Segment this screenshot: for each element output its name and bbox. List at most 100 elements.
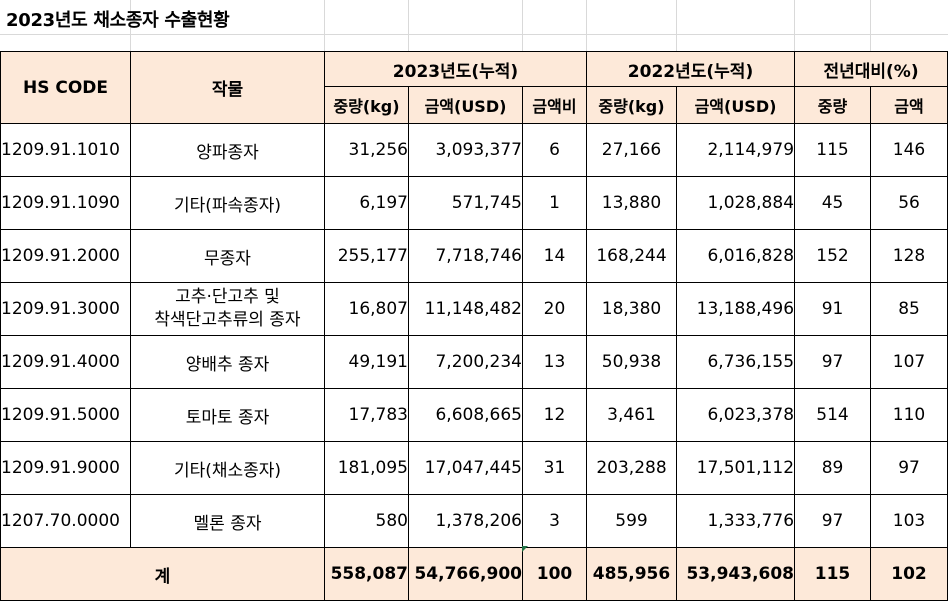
amount-2022-cell[interactable]: 6,023,378 [675, 388, 796, 442]
gridline [586, 0, 587, 52]
weight-2022-cell[interactable]: 168,244 [586, 229, 677, 283]
yoy-amount-cell[interactable]: 103 [870, 494, 948, 548]
header-yoy-amount[interactable]: 금액 [870, 86, 948, 124]
table-row: 1209.91.1090 기타(파속종자) 6,197 571,745 1 13… [0, 176, 948, 230]
weight-2023-cell[interactable]: 580 [324, 494, 409, 548]
total-ratio[interactable]: 100 [522, 547, 587, 601]
amount-2022-cell[interactable]: 1,028,884 [675, 176, 796, 230]
amount-2022-cell[interactable]: 13,188,496 [675, 282, 796, 336]
ratio-cell[interactable]: 13 [522, 335, 587, 389]
hs-code-cell[interactable]: 1209.91.9000 [0, 441, 131, 495]
amount-2023-cell[interactable]: 571,745 [408, 176, 523, 230]
weight-2022-cell[interactable]: 18,380 [586, 282, 677, 336]
gridline [324, 0, 325, 52]
weight-2023-cell[interactable]: 49,191 [324, 335, 409, 389]
weight-2022-cell[interactable]: 50,938 [586, 335, 677, 389]
weight-2022-cell[interactable]: 3,461 [586, 388, 677, 442]
ratio-cell[interactable]: 12 [522, 388, 587, 442]
amount-2023-cell[interactable]: 11,148,482 [408, 282, 523, 336]
weight-2022-cell[interactable]: 27,166 [586, 123, 677, 177]
sheet-title[interactable]: 2023년도 채소종자 수출현황 [6, 10, 230, 31]
yoy-amount-cell[interactable]: 128 [870, 229, 948, 283]
header-amount-ratio[interactable]: 금액비 [522, 86, 587, 124]
table-row: 1207.70.0000 멜론 종자 580 1,378,206 3 599 1… [0, 494, 948, 548]
header-group-2022[interactable]: 2022년도(누적) [585, 51, 796, 87]
yoy-weight-cell[interactable]: 514 [794, 388, 872, 442]
yoy-weight-cell[interactable]: 89 [794, 441, 872, 495]
crop-cell[interactable]: 양배추 종자 [130, 335, 325, 389]
weight-2023-cell[interactable]: 255,177 [324, 229, 409, 283]
amount-2022-cell[interactable]: 17,501,112 [675, 441, 796, 495]
crop-cell[interactable]: 고추·단고추 및 착색단고추류의 종자 [130, 282, 325, 336]
weight-2023-cell[interactable]: 6,197 [324, 176, 409, 230]
hs-code-cell[interactable]: 1209.91.4000 [0, 335, 131, 389]
total-weight-2022[interactable]: 485,956 [586, 547, 677, 601]
crop-cell[interactable]: 멜론 종자 [130, 494, 325, 548]
weight-2023-cell[interactable]: 31,256 [324, 123, 409, 177]
total-label[interactable]: 계 [0, 547, 325, 601]
hs-code-cell[interactable]: 1209.91.1010 [0, 123, 131, 177]
total-yoy-weight[interactable]: 115 [794, 547, 872, 601]
crop-cell[interactable]: 기타(채소종자) [130, 441, 325, 495]
yoy-weight-cell[interactable]: 45 [794, 176, 872, 230]
ratio-cell[interactable]: 20 [522, 282, 587, 336]
yoy-amount-cell[interactable]: 107 [870, 335, 948, 389]
amount-2023-cell[interactable]: 7,718,746 [408, 229, 523, 283]
yoy-weight-cell[interactable]: 91 [794, 282, 872, 336]
crop-cell[interactable]: 기타(파속종자) [130, 176, 325, 230]
hs-code-cell[interactable]: 1207.70.0000 [0, 494, 131, 548]
amount-2022-cell[interactable]: 6,016,828 [675, 229, 796, 283]
weight-2022-cell[interactable]: 203,288 [586, 441, 677, 495]
crop-cell[interactable]: 무종자 [130, 229, 325, 283]
ratio-cell[interactable]: 14 [522, 229, 587, 283]
header-group-yoy[interactable]: 전년대비(%) [794, 51, 948, 87]
weight-2023-cell[interactable]: 17,783 [324, 388, 409, 442]
weight-2023-cell[interactable]: 181,095 [324, 441, 409, 495]
header-group-2023[interactable]: 2023년도(누적) [324, 51, 587, 87]
yoy-amount-cell[interactable]: 146 [870, 123, 948, 177]
yoy-weight-cell[interactable]: 97 [794, 335, 872, 389]
amount-2023-cell[interactable]: 6,608,665 [408, 388, 523, 442]
header-amount-2022[interactable]: 금액(USD) [675, 86, 796, 124]
yoy-amount-cell[interactable]: 110 [870, 388, 948, 442]
weight-2022-cell[interactable]: 13,880 [586, 176, 677, 230]
header-weight-2023[interactable]: 중량(kg) [324, 86, 409, 124]
hs-code-cell[interactable]: 1209.91.5000 [0, 388, 131, 442]
amount-2022-cell[interactable]: 1,333,776 [675, 494, 796, 548]
amount-2022-cell[interactable]: 6,736,155 [675, 335, 796, 389]
ratio-cell[interactable]: 31 [522, 441, 587, 495]
hs-code-cell[interactable]: 1209.91.1090 [0, 176, 131, 230]
crop-cell[interactable]: 토마토 종자 [130, 388, 325, 442]
yoy-weight-cell[interactable]: 115 [794, 123, 872, 177]
table-row: 1209.91.2000 무종자 255,177 7,718,746 14 16… [0, 229, 948, 283]
crop-cell[interactable]: 양파종자 [130, 123, 325, 177]
yoy-weight-cell[interactable]: 97 [794, 494, 872, 548]
yoy-amount-cell[interactable]: 56 [870, 176, 948, 230]
amount-2022-cell[interactable]: 2,114,979 [675, 123, 796, 177]
amount-2023-cell[interactable]: 3,093,377 [408, 123, 523, 177]
hs-code-cell[interactable]: 1209.91.3000 [0, 282, 131, 336]
amount-2023-cell[interactable]: 1,378,206 [408, 494, 523, 548]
yoy-amount-cell[interactable]: 97 [870, 441, 948, 495]
header-weight-2022[interactable]: 중량(kg) [586, 86, 677, 124]
ratio-cell[interactable]: 1 [522, 176, 587, 230]
yoy-weight-cell[interactable]: 152 [794, 229, 872, 283]
amount-2023-cell[interactable]: 17,047,445 [408, 441, 523, 495]
header-hs-code[interactable]: HS CODE [0, 51, 131, 124]
header-amount-2023[interactable]: 금액(USD) [408, 86, 523, 124]
weight-2023-cell[interactable]: 16,807 [324, 282, 409, 336]
header-yoy-weight[interactable]: 중량 [794, 86, 872, 124]
weight-2022-cell[interactable]: 599 [586, 494, 677, 548]
ratio-cell[interactable]: 6 [522, 123, 587, 177]
total-amount-2022[interactable]: 53,943,608 [675, 547, 796, 601]
total-amount-2023[interactable]: 54,766,900 [408, 547, 523, 601]
yoy-amount-cell[interactable]: 85 [870, 282, 948, 336]
ratio-cell[interactable]: 3 [522, 494, 587, 548]
total-weight-2023[interactable]: 558,087 [324, 547, 409, 601]
total-yoy-amount[interactable]: 102 [870, 547, 948, 601]
amount-2023-cell[interactable]: 7,200,234 [408, 335, 523, 389]
gridline [130, 0, 131, 52]
header-crop[interactable]: 작물 [130, 51, 325, 124]
hs-code-cell[interactable]: 1209.91.2000 [0, 229, 131, 283]
subheader-row: 중량(kg) 금액(USD) 금액비 중량(kg) 금액(USD) 중량 금액 [1, 86, 948, 124]
